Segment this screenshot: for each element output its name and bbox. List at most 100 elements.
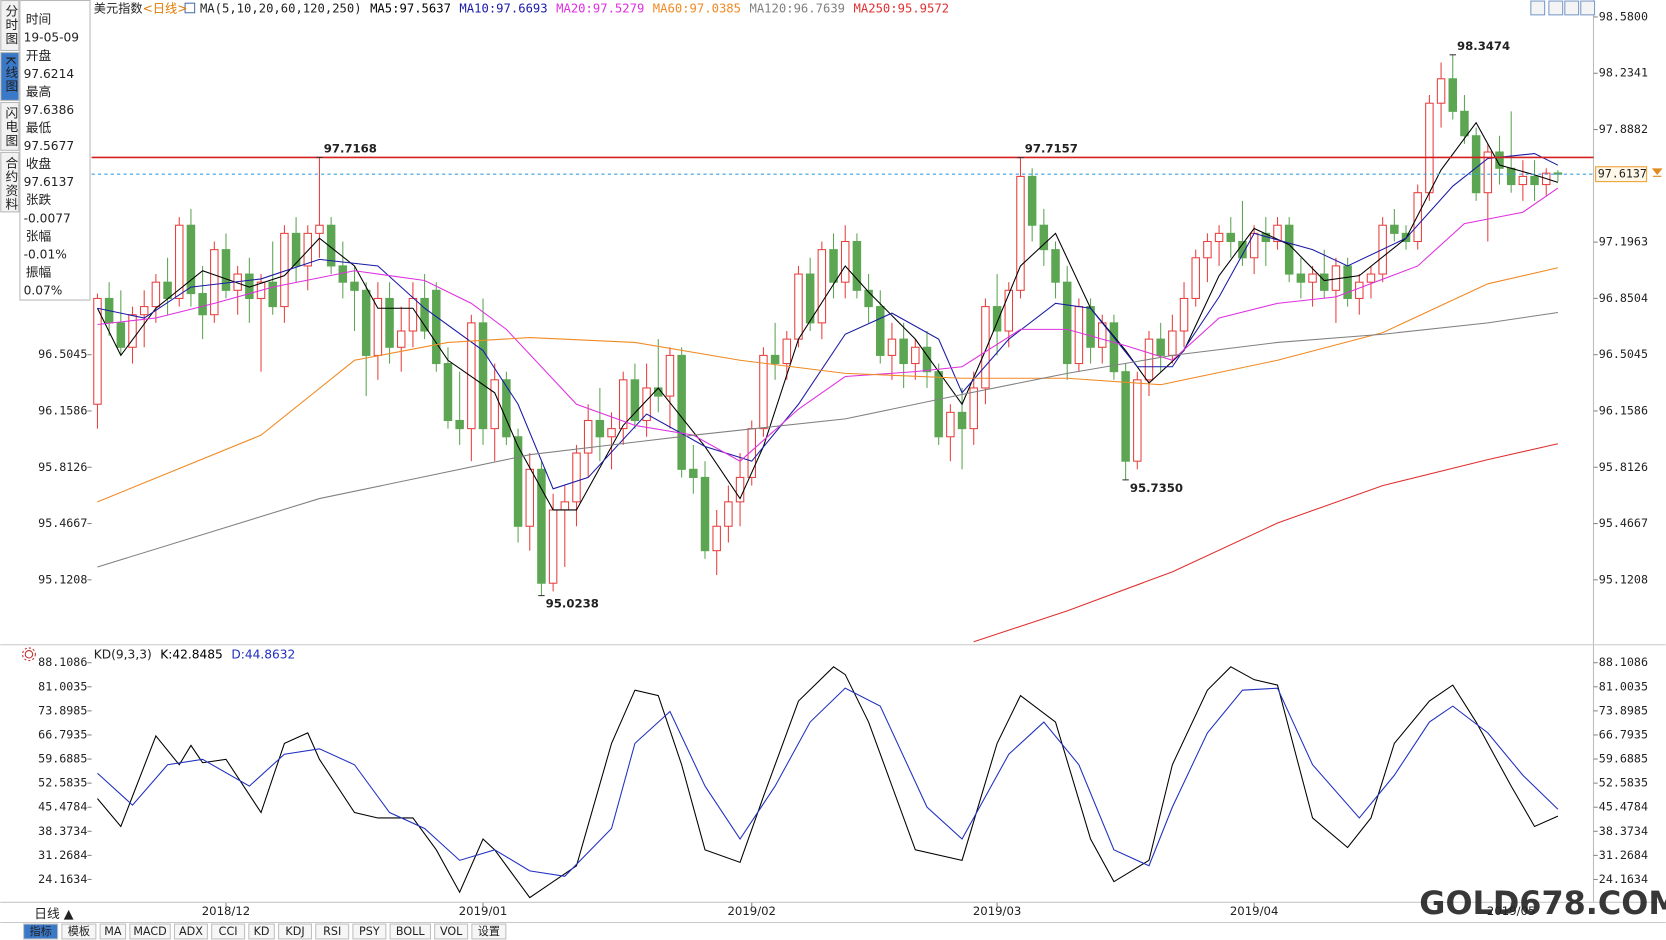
toolbar-tab-label[interactable]: CCI xyxy=(219,925,238,938)
toolbar-tab-label[interactable]: ADX xyxy=(179,925,203,938)
toolbar-tab[interactable] xyxy=(61,923,97,940)
legend-name: MA60 xyxy=(653,1,682,15)
info-label: 收盘 xyxy=(26,156,52,172)
toolbar-tab-label[interactable]: 模板 xyxy=(68,924,90,938)
candle-body xyxy=(1133,379,1142,462)
candle-body xyxy=(151,281,161,308)
info-value: 97.5677 xyxy=(24,139,74,153)
plot-area xyxy=(97,666,1559,899)
gear[interactable] xyxy=(24,650,34,659)
toolbar-tab[interactable] xyxy=(352,923,387,940)
toolbar-tab[interactable] xyxy=(248,923,275,940)
toolbar-tab[interactable] xyxy=(129,923,171,940)
settings-icon[interactable] xyxy=(22,647,36,662)
toolbar-tab-label[interactable]: RSI xyxy=(323,925,341,938)
side-tab-label[interactable]: 闪电图 xyxy=(2,106,17,147)
candle-body xyxy=(630,379,640,422)
x-tick-label: 2019/05 xyxy=(1487,904,1535,918)
candle-body xyxy=(1355,281,1364,299)
candle-body xyxy=(911,346,920,365)
indicator-line xyxy=(97,666,1559,899)
y-tick-label-left: 45.4784 xyxy=(38,800,87,814)
side-tab[interactable] xyxy=(0,151,20,213)
side-tab[interactable] xyxy=(0,52,20,101)
extreme-label: 97.7168 xyxy=(324,141,377,155)
button[interactable] xyxy=(1548,0,1564,16)
toolbar-tab-label[interactable]: MACD xyxy=(133,925,166,938)
toolbar-tab-label[interactable]: BOLL xyxy=(396,925,425,938)
candle-body xyxy=(1109,322,1119,373)
candle-body xyxy=(560,501,570,511)
candle-body xyxy=(934,371,943,438)
y-tick-label: 45.4784 xyxy=(1599,800,1648,814)
info-value: 97.6214 xyxy=(24,67,75,81)
toolbar-tab-label[interactable]: KDJ xyxy=(285,925,304,938)
info-label: 时间 xyxy=(26,13,51,28)
gear-teeth[interactable] xyxy=(22,647,36,662)
toolbar-tab-label[interactable]: 设置 xyxy=(478,925,500,938)
chart-header: KD(9,3,3) K:42.8485 D:44.8632 xyxy=(94,647,296,661)
toolbar-tab[interactable] xyxy=(278,923,313,940)
button[interactable] xyxy=(1564,0,1580,16)
legend-value: 97.6693 xyxy=(496,1,547,15)
y-tick-label-left: 81.0035 xyxy=(38,679,87,693)
side-tab-label[interactable]: 合约资料 xyxy=(2,156,17,211)
extreme-label: 95.7350 xyxy=(1130,481,1183,495)
candle-body xyxy=(1436,78,1446,104)
toolbar-tab-label[interactable]: VOL xyxy=(440,925,463,938)
price-label: 97.6137 xyxy=(1598,167,1647,181)
toolbar-tab[interactable] xyxy=(23,923,59,940)
side-tab[interactable] xyxy=(0,101,20,151)
toolbar-tab-label[interactable]: 指标 xyxy=(29,924,51,938)
side-tab-label[interactable]: 分时图 xyxy=(2,4,17,45)
info-label: 开盘 xyxy=(26,48,52,64)
toolbar-tab[interactable] xyxy=(173,923,208,940)
candle-body xyxy=(361,289,371,356)
toolbar-tab-label[interactable]: KD xyxy=(254,925,270,938)
candle-body xyxy=(770,354,780,365)
candle-body xyxy=(385,297,394,348)
period-button[interactable]: 日线 ▲ xyxy=(34,907,74,922)
x-tick-label: 2019/04 xyxy=(1230,904,1279,918)
candle-body xyxy=(198,293,207,316)
price-label-box xyxy=(1595,166,1648,183)
button[interactable] xyxy=(1580,0,1596,16)
indicator-line xyxy=(973,443,1559,643)
toolbar-tab[interactable] xyxy=(389,923,431,940)
toolbar-tab[interactable] xyxy=(99,923,127,940)
candle-body xyxy=(467,322,476,430)
toolbar-tab-label[interactable]: MA xyxy=(104,925,122,938)
candle-body xyxy=(210,249,219,316)
toolbar-tab[interactable] xyxy=(471,923,507,940)
y-tick-label-left: 95.4667 xyxy=(38,516,87,530)
candle-body xyxy=(291,232,301,267)
indicator-icon[interactable] xyxy=(184,2,196,14)
toolbar-tab[interactable] xyxy=(434,923,469,940)
candle-body xyxy=(1319,273,1329,291)
button[interactable] xyxy=(1530,0,1546,16)
legend-separator: : xyxy=(786,1,793,15)
y-tick-label: 96.1586 xyxy=(1599,403,1648,417)
candle-body xyxy=(186,224,196,295)
toolbar-tab-label[interactable]: PSY xyxy=(359,925,380,938)
legend-name: MA120 xyxy=(749,1,786,15)
candle-body xyxy=(1495,151,1504,169)
candle-body xyxy=(548,509,558,584)
toolbar-tab[interactable] xyxy=(315,923,350,940)
legend-value: 97.5279 xyxy=(593,1,644,15)
toolbar-tab[interactable] xyxy=(211,923,246,940)
info-value: -0.01% xyxy=(24,247,67,261)
info-label: 张幅 xyxy=(26,229,52,244)
candle-body xyxy=(174,224,184,299)
candle-body xyxy=(221,249,231,291)
side-tab-label[interactable]: K线图 xyxy=(2,56,17,93)
candle-body xyxy=(1214,232,1224,243)
candle-body xyxy=(1226,232,1236,243)
candle-body xyxy=(1121,371,1130,462)
candle-body xyxy=(1273,224,1282,243)
candle-body xyxy=(455,419,464,430)
candle-body xyxy=(840,240,850,283)
side-tab[interactable] xyxy=(0,0,20,51)
candle-body xyxy=(876,306,885,356)
